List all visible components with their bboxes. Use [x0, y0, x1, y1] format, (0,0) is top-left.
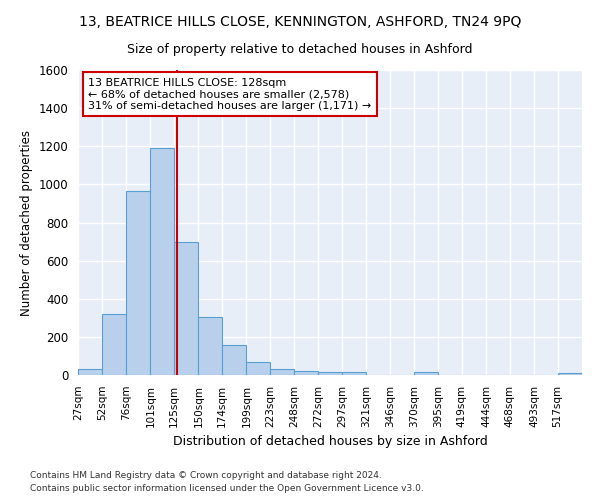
Text: 13 BEATRICE HILLS CLOSE: 128sqm
← 68% of detached houses are smaller (2,578)
31%: 13 BEATRICE HILLS CLOSE: 128sqm ← 68% of…	[88, 78, 371, 111]
Bar	[270, 370, 294, 375]
Bar	[247, 362, 270, 375]
Text: Contains public sector information licensed under the Open Government Licence v3: Contains public sector information licen…	[30, 484, 424, 493]
Bar	[151, 148, 174, 375]
Bar	[294, 371, 318, 375]
Text: Size of property relative to detached houses in Ashford: Size of property relative to detached ho…	[127, 42, 473, 56]
Bar	[318, 372, 342, 375]
Text: Contains HM Land Registry data © Crown copyright and database right 2024.: Contains HM Land Registry data © Crown c…	[30, 470, 382, 480]
Bar	[413, 372, 438, 375]
Bar	[126, 191, 151, 375]
Y-axis label: Number of detached properties: Number of detached properties	[20, 130, 33, 316]
Bar	[557, 373, 582, 375]
Bar	[78, 370, 103, 375]
Bar	[174, 242, 199, 375]
X-axis label: Distribution of detached houses by size in Ashford: Distribution of detached houses by size …	[173, 435, 487, 448]
Bar	[342, 372, 366, 375]
Bar	[222, 346, 247, 375]
Text: 13, BEATRICE HILLS CLOSE, KENNINGTON, ASHFORD, TN24 9PQ: 13, BEATRICE HILLS CLOSE, KENNINGTON, AS…	[79, 15, 521, 29]
Bar	[103, 314, 126, 375]
Bar	[199, 317, 222, 375]
